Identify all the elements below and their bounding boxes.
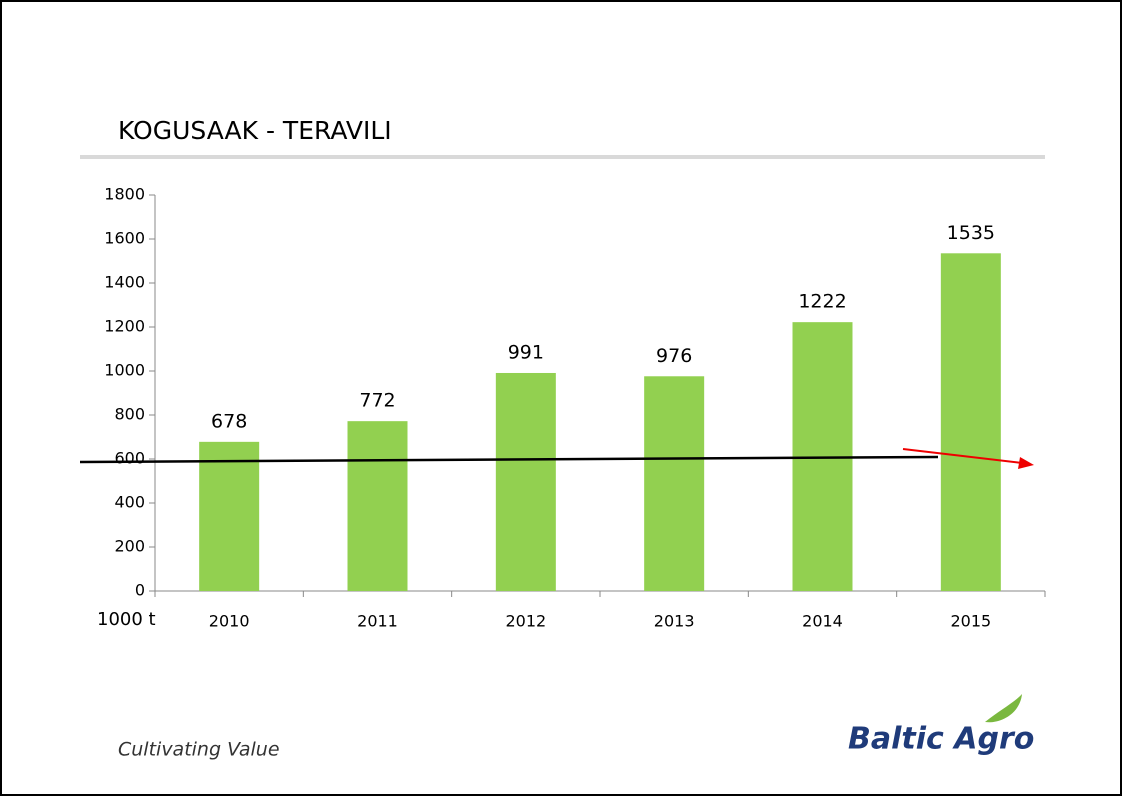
x-tick-label: 2012 [505, 612, 546, 631]
trend-arrow [902, 448, 1023, 464]
trend-line [79, 455, 939, 464]
value-label: 1222 [798, 291, 846, 313]
y-tick-label: 1600 [104, 229, 145, 248]
x-tick-label: 2014 [802, 612, 843, 631]
y-tick-label: 200 [114, 537, 145, 556]
value-label: 678 [211, 410, 247, 432]
bar [347, 421, 408, 591]
y-tick-label: 1000 [104, 361, 145, 380]
value-label: 976 [656, 345, 692, 367]
value-label: 1535 [947, 222, 995, 244]
x-tick-label: 2011 [357, 612, 398, 631]
y-unit-label: 1000 t [97, 609, 156, 630]
y-tick-label: 600 [114, 449, 145, 468]
value-label: 772 [359, 390, 395, 412]
x-tick-label: 2010 [209, 612, 250, 631]
x-tick-label: 2015 [950, 612, 991, 631]
y-tick-label: 0 [135, 581, 145, 600]
bar [940, 253, 1001, 592]
tagline: Cultivating Value [118, 739, 280, 761]
value-label: 991 [508, 341, 544, 363]
bar [644, 376, 705, 591]
y-tick-label: 1800 [104, 185, 145, 204]
logo: Baltic Agro [848, 722, 1034, 757]
y-tick-label: 800 [114, 405, 145, 424]
logo-leaf [985, 694, 1022, 723]
bar [199, 441, 260, 591]
y-tick-label: 1400 [104, 273, 145, 292]
arrow-head [1018, 457, 1034, 469]
y-tick-label: 400 [114, 493, 145, 512]
chart-title: KOGUSAAK - TERAVILI [118, 116, 392, 145]
y-tick-label: 1200 [104, 317, 145, 336]
x-tick-label: 2013 [654, 612, 695, 631]
bar [495, 372, 556, 591]
